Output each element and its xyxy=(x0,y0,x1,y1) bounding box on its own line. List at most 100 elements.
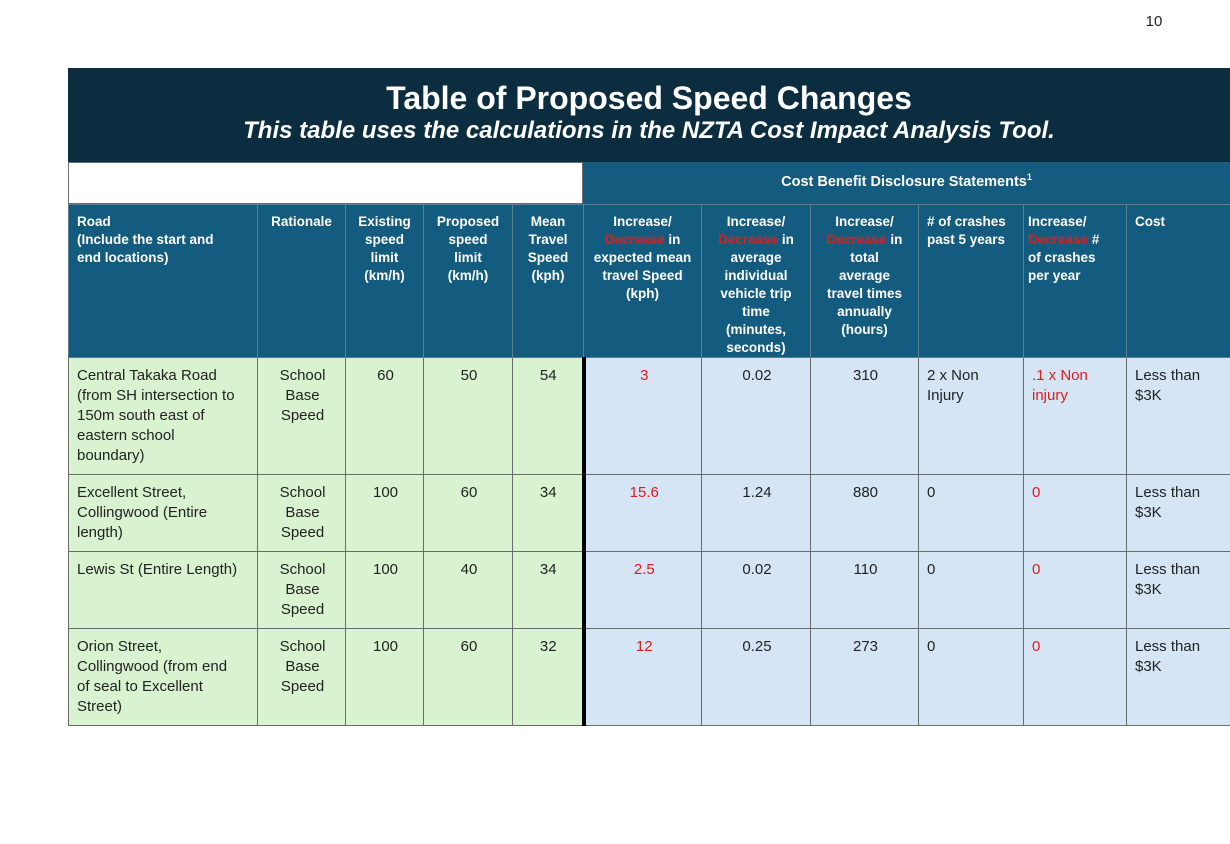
cell-proposed-limit: 60 xyxy=(423,474,513,552)
cell-road: Lewis St (Entire Length) xyxy=(68,551,258,629)
cell-mean-speed: 54 xyxy=(512,357,584,475)
header-text: speed xyxy=(364,232,405,247)
header-decrease-text: Decrease xyxy=(604,232,665,247)
header-decrease-text: Decrease xyxy=(826,232,887,247)
cell-existing-limit: 60 xyxy=(345,357,424,475)
header-text: Proposed xyxy=(436,214,500,229)
cell-mean-speed: 32 xyxy=(512,628,584,726)
cell-proposed-limit: 60 xyxy=(423,628,513,726)
header-text: (kph) xyxy=(531,268,565,283)
cell-text: Less than xyxy=(1135,367,1201,384)
cell-text: Base xyxy=(285,581,320,598)
cell-text: 0.02 xyxy=(742,367,772,384)
cell-mean-speed: 34 xyxy=(512,474,584,552)
cell-text: School xyxy=(279,561,326,578)
cell-text: 110 xyxy=(853,561,878,578)
header-text: end locations) xyxy=(77,250,169,265)
cell-text: 0 xyxy=(927,638,936,655)
cell-text: 100 xyxy=(372,561,399,578)
header-text: Cost xyxy=(1135,214,1165,229)
cell-cost: Less than $3K xyxy=(1126,628,1230,726)
cell-text: Street) xyxy=(77,698,123,715)
header-rationale: Rationale xyxy=(257,204,346,358)
cell-text: 0 xyxy=(1032,484,1041,501)
cell-text: 2 x Non xyxy=(927,367,979,384)
cell-inc-crashes: .1 x Non injury xyxy=(1023,357,1127,475)
table-row: Orion Street, Collingwood (from end of sea… xyxy=(68,628,1230,726)
cell-crashes: 0 xyxy=(918,628,1024,726)
cost-benefit-header: Cost Benefit Disclosure Statements1 xyxy=(583,162,1230,204)
header-text: expected mean xyxy=(593,250,692,265)
cell-inc-crashes: 0 xyxy=(1023,474,1127,552)
column-header-row: Road (Include the start and end locations)… xyxy=(68,204,1230,358)
header-road: Road (Include the start and end locations) xyxy=(68,204,258,358)
cell-text: Collingwood (from end xyxy=(77,658,228,675)
cell-text: Injury xyxy=(927,387,964,404)
header-text: of crashes xyxy=(1028,250,1096,265)
cell-inc-trip-time: 1.24 xyxy=(701,474,811,552)
cell-proposed-limit: 40 xyxy=(423,551,513,629)
header-text: past 5 years xyxy=(927,232,1006,247)
cell-text: 100 xyxy=(372,484,399,501)
cell-mean-speed: 34 xyxy=(512,551,584,629)
cell-text: Base xyxy=(285,387,320,404)
cell-text: (from SH intersection to xyxy=(77,387,235,404)
cell-text: $3K xyxy=(1135,387,1162,404)
header-mean-speed: Mean Travel Speed (kph) xyxy=(512,204,584,358)
cell-text: Orion Street, xyxy=(77,638,163,655)
table-subtitle: This table uses the calculations in the … xyxy=(243,117,1055,144)
cell-text: boundary) xyxy=(77,447,145,464)
title-banner: Table of Proposed Speed Changes This tab… xyxy=(68,68,1230,162)
cell-cost: Less than $3K xyxy=(1126,474,1230,552)
cell-text: Less than xyxy=(1135,484,1201,501)
header-text: Increase/ xyxy=(835,214,894,229)
header-text: Rationale xyxy=(271,214,332,229)
header-text: Existing xyxy=(358,214,411,229)
cell-text: 60 xyxy=(377,367,394,384)
header-inc-crashes: Increase/Decrease # of crashes per year xyxy=(1023,204,1127,358)
cell-text: 0 xyxy=(1032,638,1041,655)
cell-text: Less than xyxy=(1135,561,1201,578)
header-text: # of crashes xyxy=(927,214,1006,229)
header-text: travel Speed xyxy=(602,268,683,283)
cell-text: 54 xyxy=(539,367,557,384)
header-text: Mean xyxy=(530,214,566,229)
cell-text: 0 xyxy=(927,561,936,578)
header-crashes: # of crashes past 5 years xyxy=(918,204,1024,358)
header-text: time xyxy=(742,304,770,319)
header-text: Travel xyxy=(528,232,568,247)
speed-changes-table: Road (Include the start and end locations)… xyxy=(68,204,1230,726)
cell-road: Central Takaka Road (from SH intersection… xyxy=(68,357,258,475)
cell-text: 880 xyxy=(852,484,879,501)
header-cost: Cost xyxy=(1126,204,1230,358)
header-decrease-text: Decrease xyxy=(1028,232,1089,247)
header-inc-trip-time: Increase/Decrease in average individual veh… xyxy=(701,204,811,358)
header-text: Increase/ xyxy=(1028,214,1087,229)
cell-inc-speed: 3 xyxy=(581,357,702,475)
cell-existing-limit: 100 xyxy=(345,628,424,726)
cell-text: Base xyxy=(285,504,320,521)
cell-cost: Less than $3K xyxy=(1126,357,1230,475)
cost-benefit-label: Cost Benefit Disclosure Statements xyxy=(781,173,1027,190)
header-text: Road xyxy=(77,214,111,229)
cell-text: 100 xyxy=(372,638,399,655)
header-text: Increase/ xyxy=(613,214,672,229)
cell-text: 3 xyxy=(640,367,649,384)
cell-text: $3K xyxy=(1135,504,1162,521)
header-text: total xyxy=(850,250,879,265)
cell-text: 15.6 xyxy=(629,484,659,501)
cell-text: injury xyxy=(1032,387,1068,404)
cell-text: Excellent Street, xyxy=(77,484,187,501)
cell-text: 50 xyxy=(460,367,478,384)
cell-text: Central Takaka Road xyxy=(77,367,217,384)
cell-text: of seal to Excellent xyxy=(77,678,203,695)
cell-inc-trip-time: 0.02 xyxy=(701,357,811,475)
cell-text: Base xyxy=(285,658,320,675)
cell-inc-speed: 2.5 xyxy=(581,551,702,629)
cell-proposed-limit: 50 xyxy=(423,357,513,475)
header-text: speed xyxy=(448,232,488,247)
cell-inc-total-time: 110 xyxy=(810,551,919,629)
footnote-marker: 1 xyxy=(1026,172,1032,182)
cell-text: 32 xyxy=(539,638,557,655)
cell-text: $3K xyxy=(1135,658,1162,675)
